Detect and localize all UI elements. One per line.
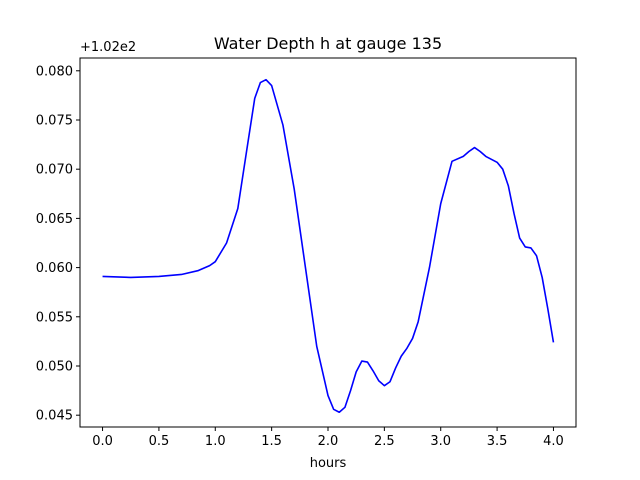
series-line <box>102 78 555 414</box>
y-tick-label: 0.075 <box>36 113 73 128</box>
y-offset-text: +1.02e2 <box>80 40 136 55</box>
y-tick-label: 0.065 <box>36 212 73 227</box>
x-tick-label: 2.5 <box>374 434 395 449</box>
x-axis-label: hours <box>310 456 347 471</box>
x-tick-label: 0.0 <box>92 434 113 449</box>
x-tick-label: 2.0 <box>318 434 339 449</box>
x-tick-label: 1.0 <box>205 434 226 449</box>
plot-area: 0.0 0.5 1.0 1.5 2.0 2.5 3.0 3.5 4.0 0.045 0.050 0.0… <box>36 57 577 449</box>
x-tick-label: 3.0 <box>430 434 451 449</box>
x-tick-label: 0.5 <box>149 434 170 449</box>
y-tick-label: 0.080 <box>36 64 73 79</box>
y-tick-label: 0.050 <box>36 359 73 374</box>
y-tick-label: 0.045 <box>36 409 73 424</box>
x-tick-label: 1.5 <box>261 434 282 449</box>
y-tick-label: 0.060 <box>36 261 73 276</box>
x-tick-label: 3.5 <box>487 434 508 449</box>
x-tick-label: 4.0 <box>543 434 564 449</box>
chart-title: Water Depth h at gauge 135 <box>214 34 442 53</box>
y-tick-label: 0.070 <box>36 163 73 178</box>
y-tick-label: 0.055 <box>36 310 73 325</box>
